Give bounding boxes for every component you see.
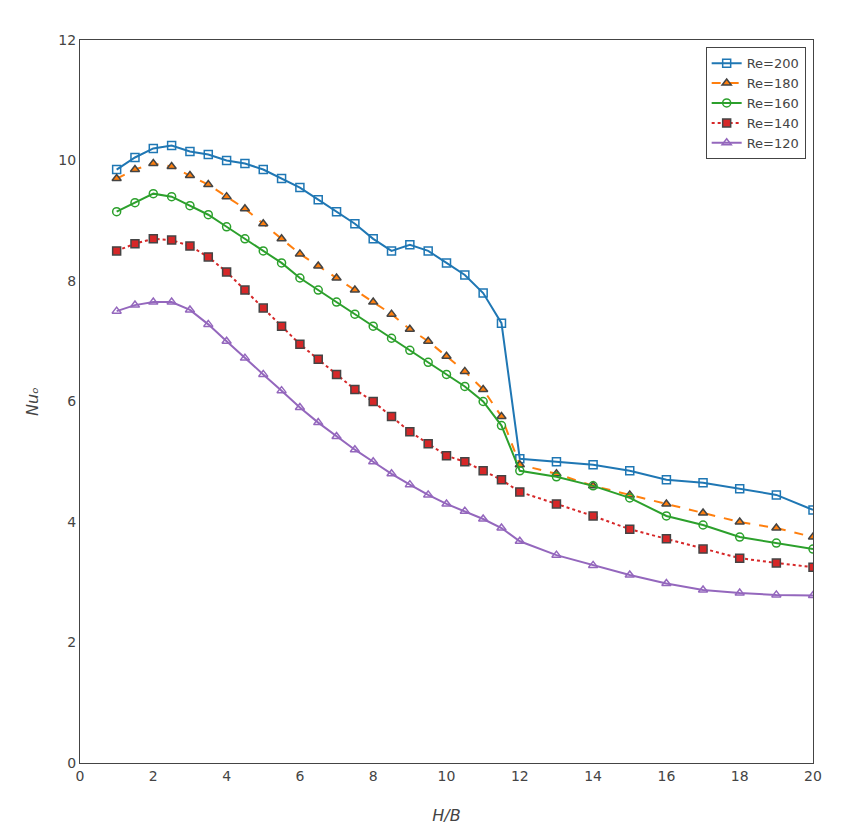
svg-text:12: 12 [511, 768, 529, 784]
svg-text:Nuₒ: Nuₒ [23, 387, 42, 416]
svg-text:6: 6 [67, 393, 76, 409]
svg-text:Re=120: Re=120 [747, 136, 799, 151]
svg-text:4: 4 [67, 514, 76, 530]
svg-text:Re=160: Re=160 [747, 96, 799, 111]
svg-text:Re=140: Re=140 [747, 116, 799, 131]
svg-text:0: 0 [76, 768, 85, 784]
svg-text:16: 16 [657, 768, 675, 784]
svg-text:18: 18 [731, 768, 749, 784]
svg-text:0: 0 [67, 755, 76, 771]
svg-text:2: 2 [149, 768, 158, 784]
svg-text:2: 2 [67, 634, 76, 650]
svg-text:6: 6 [295, 768, 304, 784]
svg-text:20: 20 [804, 768, 822, 784]
svg-text:12: 12 [58, 32, 76, 48]
svg-text:Re=180: Re=180 [747, 76, 799, 91]
svg-text:4: 4 [222, 768, 231, 784]
svg-text:14: 14 [584, 768, 602, 784]
svg-text:10: 10 [438, 768, 456, 784]
svg-text:8: 8 [369, 768, 378, 784]
svg-text:Re=200: Re=200 [747, 56, 799, 71]
svg-text:10: 10 [58, 152, 76, 168]
svg-text:H/B: H/B [432, 806, 460, 825]
svg-text:8: 8 [67, 273, 76, 289]
